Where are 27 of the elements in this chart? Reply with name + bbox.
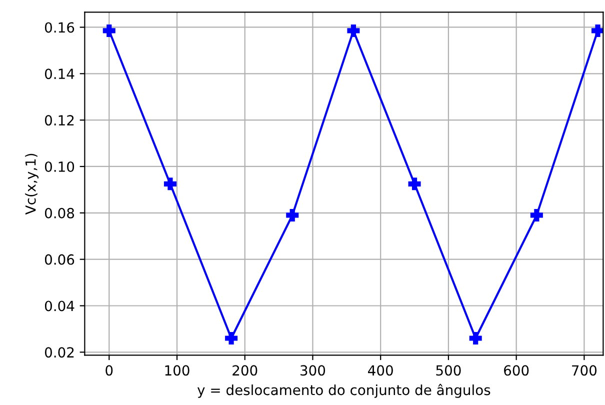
x-tick-label: 0 — [106, 365, 113, 376]
x-tick-label: 300 — [300, 365, 326, 376]
point — [347, 24, 360, 37]
x-tick-label: 100 — [165, 365, 190, 376]
y-tick-label: 0.10 — [44, 161, 74, 172]
x-tick-label: 200 — [232, 365, 258, 376]
y-tick-label: 0.14 — [44, 68, 74, 80]
point — [408, 178, 421, 190]
point — [469, 332, 482, 344]
x-tick-label: 400 — [368, 365, 393, 376]
point — [102, 24, 116, 37]
point — [530, 208, 543, 222]
point — [164, 178, 176, 190]
point — [592, 24, 604, 37]
x-tick-label: 700 — [572, 365, 597, 376]
y-tick-label: 0.16 — [44, 22, 74, 33]
y-tick-label: 0.06 — [44, 254, 74, 265]
y-tick-label: 0.04 — [44, 300, 74, 312]
y-tick-label: 0.12 — [44, 115, 74, 126]
x-tick-label: 600 — [504, 365, 529, 376]
x-tick-label: 500 — [436, 365, 461, 376]
y-tick-label: 0.08 — [44, 208, 74, 218]
x-axis-title: y = deslocamento do conjunto de ângulos — [197, 384, 490, 398]
y-axis-title: Vc(x,y,1) — [25, 154, 38, 215]
point — [225, 332, 238, 344]
point — [286, 208, 299, 222]
y-tick-label: 0.02 — [44, 347, 74, 358]
